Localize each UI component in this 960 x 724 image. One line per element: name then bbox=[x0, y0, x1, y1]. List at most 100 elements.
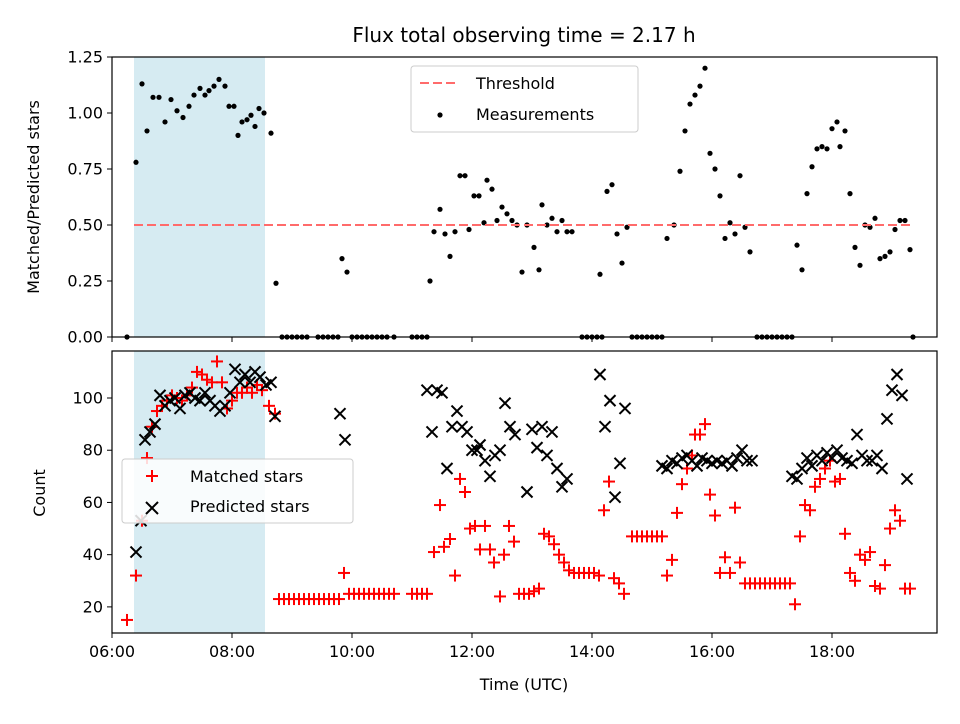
measurement-point bbox=[471, 193, 477, 199]
matched-star-point bbox=[879, 559, 891, 572]
predicted-star-point bbox=[845, 457, 859, 470]
matched-star-point bbox=[729, 501, 741, 514]
predicted-legend-swatch bbox=[145, 501, 159, 515]
measurement-point bbox=[344, 269, 350, 275]
predicted-star-point bbox=[560, 472, 574, 486]
predicted-star-point bbox=[450, 404, 464, 418]
top-x-ticks bbox=[111, 337, 833, 342]
matched-star-point bbox=[494, 590, 506, 603]
measurement-point bbox=[907, 247, 913, 253]
top-y-axis-label: Matched/Predicted stars bbox=[24, 100, 43, 294]
bottom-panel: 20 40 60 80 100 06:00 08:00 10:00 12:00 14:00 16:… bbox=[30, 350, 938, 694]
predicted-star-point bbox=[460, 425, 474, 439]
matched-star-point bbox=[246, 386, 258, 399]
measurement-point bbox=[544, 222, 550, 228]
measurement-point bbox=[457, 173, 463, 179]
matched-star-point bbox=[428, 546, 440, 559]
measurement-point bbox=[847, 191, 853, 197]
bottom-y-tick-label: 40 bbox=[83, 545, 103, 564]
measurement-point bbox=[794, 242, 800, 248]
predicted-star-point bbox=[890, 368, 904, 381]
measurement-point bbox=[737, 173, 743, 179]
predicted-star-point bbox=[730, 451, 744, 465]
predicted-star-point bbox=[593, 368, 607, 381]
predicted-star-point bbox=[800, 451, 814, 465]
predicted-star-point bbox=[520, 485, 534, 499]
measurement-point bbox=[677, 168, 683, 174]
measurement-point bbox=[156, 94, 162, 100]
measurement-point bbox=[519, 269, 525, 275]
matched-star-point bbox=[676, 478, 688, 491]
measurement-point bbox=[206, 88, 212, 94]
predicted-star-point bbox=[473, 438, 487, 452]
matched-star-point bbox=[454, 472, 466, 485]
predicted-star-point bbox=[333, 407, 347, 420]
matched-stars-points bbox=[121, 355, 916, 626]
predicted-star-point bbox=[815, 454, 829, 467]
matched-star-point bbox=[844, 566, 856, 579]
predicted-star-point bbox=[805, 459, 819, 473]
matched-star-point bbox=[694, 428, 706, 441]
matched-star-point bbox=[884, 522, 896, 535]
matched-star-point bbox=[216, 376, 228, 389]
measurement-point bbox=[536, 267, 542, 273]
matched-legend-swatch bbox=[146, 470, 158, 482]
matched-star-point bbox=[449, 569, 461, 582]
predicted-star-point bbox=[875, 462, 889, 475]
matched-star-point bbox=[226, 394, 238, 407]
top-legend: Threshold Measurements bbox=[410, 65, 639, 133]
matched-star-point bbox=[724, 566, 736, 579]
measurement-point bbox=[692, 92, 698, 98]
measurement-point bbox=[732, 231, 738, 237]
predicted-star-point bbox=[478, 454, 492, 467]
measurement-point bbox=[834, 119, 840, 125]
x-tick-label: 14:00 bbox=[569, 642, 615, 661]
measurement-point bbox=[609, 182, 615, 188]
measurement-point bbox=[722, 235, 728, 242]
predicted-star-point bbox=[745, 454, 759, 467]
top-y-tick-label: 1.00 bbox=[67, 104, 103, 123]
matched-star-point bbox=[874, 582, 886, 595]
predicted-star-point bbox=[268, 410, 282, 423]
predicted-star-point bbox=[425, 425, 439, 439]
measurement-point bbox=[216, 76, 222, 82]
matched-star-point bbox=[789, 598, 801, 611]
matched-star-point bbox=[814, 472, 826, 485]
matched-star-point bbox=[459, 486, 471, 498]
measurement-point bbox=[877, 256, 883, 262]
predicted-star-point bbox=[830, 444, 844, 457]
measurements-legend-swatch bbox=[437, 112, 443, 118]
measurement-point bbox=[162, 119, 168, 125]
predicted-legend-label: Predicted stars bbox=[190, 497, 310, 516]
measurement-point bbox=[273, 280, 279, 286]
measurement-point bbox=[819, 144, 825, 150]
measurement-point bbox=[814, 146, 820, 152]
x-tick-label: 08:00 bbox=[209, 642, 255, 661]
measurement-point bbox=[174, 108, 180, 114]
predicted-star-point bbox=[420, 383, 434, 397]
matched-star-point bbox=[704, 488, 716, 501]
measurement-point bbox=[239, 119, 245, 125]
top-axes-frame bbox=[111, 56, 938, 338]
matched-star-point bbox=[784, 577, 796, 590]
bottom-y-tick-label: 80 bbox=[83, 441, 103, 460]
measurement-point bbox=[702, 65, 708, 71]
measurement-point bbox=[882, 253, 888, 259]
measurement-point bbox=[144, 128, 150, 134]
measurement-point bbox=[452, 229, 458, 235]
matched-star-point bbox=[889, 504, 901, 517]
measurement-point bbox=[531, 244, 537, 250]
predicted-star-point bbox=[535, 420, 549, 433]
measurement-point bbox=[427, 278, 433, 284]
measurement-point bbox=[235, 132, 241, 138]
matched-star-point bbox=[498, 548, 510, 561]
predicted-star-point bbox=[795, 462, 809, 475]
predicted-star-point bbox=[608, 491, 622, 504]
measurement-point bbox=[747, 249, 753, 255]
x-tick-label: 12:00 bbox=[449, 642, 495, 661]
threshold-legend-label: Threshold bbox=[475, 74, 555, 93]
matched-star-point bbox=[809, 480, 821, 493]
predicted-star-point bbox=[338, 433, 352, 446]
predicted-star-point bbox=[825, 451, 839, 465]
